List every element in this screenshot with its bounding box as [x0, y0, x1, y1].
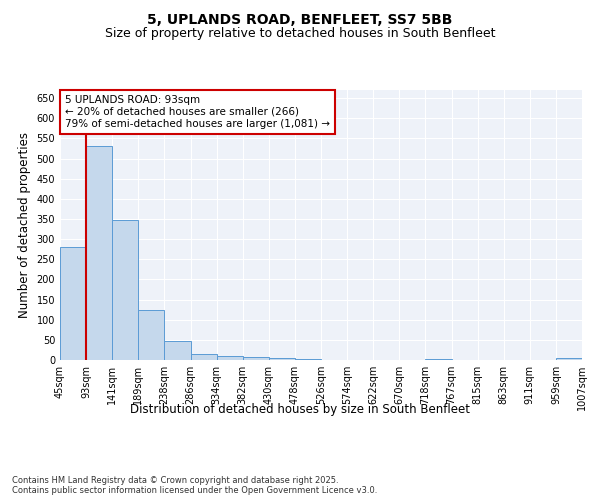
Bar: [60, 247, 86, 360]
Bar: [425, 359, 452, 360]
Bar: [139, 310, 164, 360]
Bar: [269, 358, 295, 360]
Text: 5, UPLANDS ROAD, BENFLEET, SS7 5BB: 5, UPLANDS ROAD, BENFLEET, SS7 5BB: [148, 12, 452, 26]
Y-axis label: Number of detached properties: Number of detached properties: [18, 132, 31, 318]
Bar: [295, 359, 321, 360]
Bar: [112, 220, 139, 360]
Bar: [217, 356, 243, 360]
Bar: [191, 354, 217, 360]
Bar: [556, 358, 582, 360]
Bar: [242, 357, 269, 360]
Bar: [164, 340, 191, 360]
Text: Contains HM Land Registry data © Crown copyright and database right 2025.
Contai: Contains HM Land Registry data © Crown c…: [12, 476, 377, 495]
Text: Size of property relative to detached houses in South Benfleet: Size of property relative to detached ho…: [105, 28, 495, 40]
Text: 5 UPLANDS ROAD: 93sqm
← 20% of detached houses are smaller (266)
79% of semi-det: 5 UPLANDS ROAD: 93sqm ← 20% of detached …: [65, 96, 330, 128]
Bar: [86, 146, 112, 360]
Text: Distribution of detached houses by size in South Benfleet: Distribution of detached houses by size …: [130, 402, 470, 415]
